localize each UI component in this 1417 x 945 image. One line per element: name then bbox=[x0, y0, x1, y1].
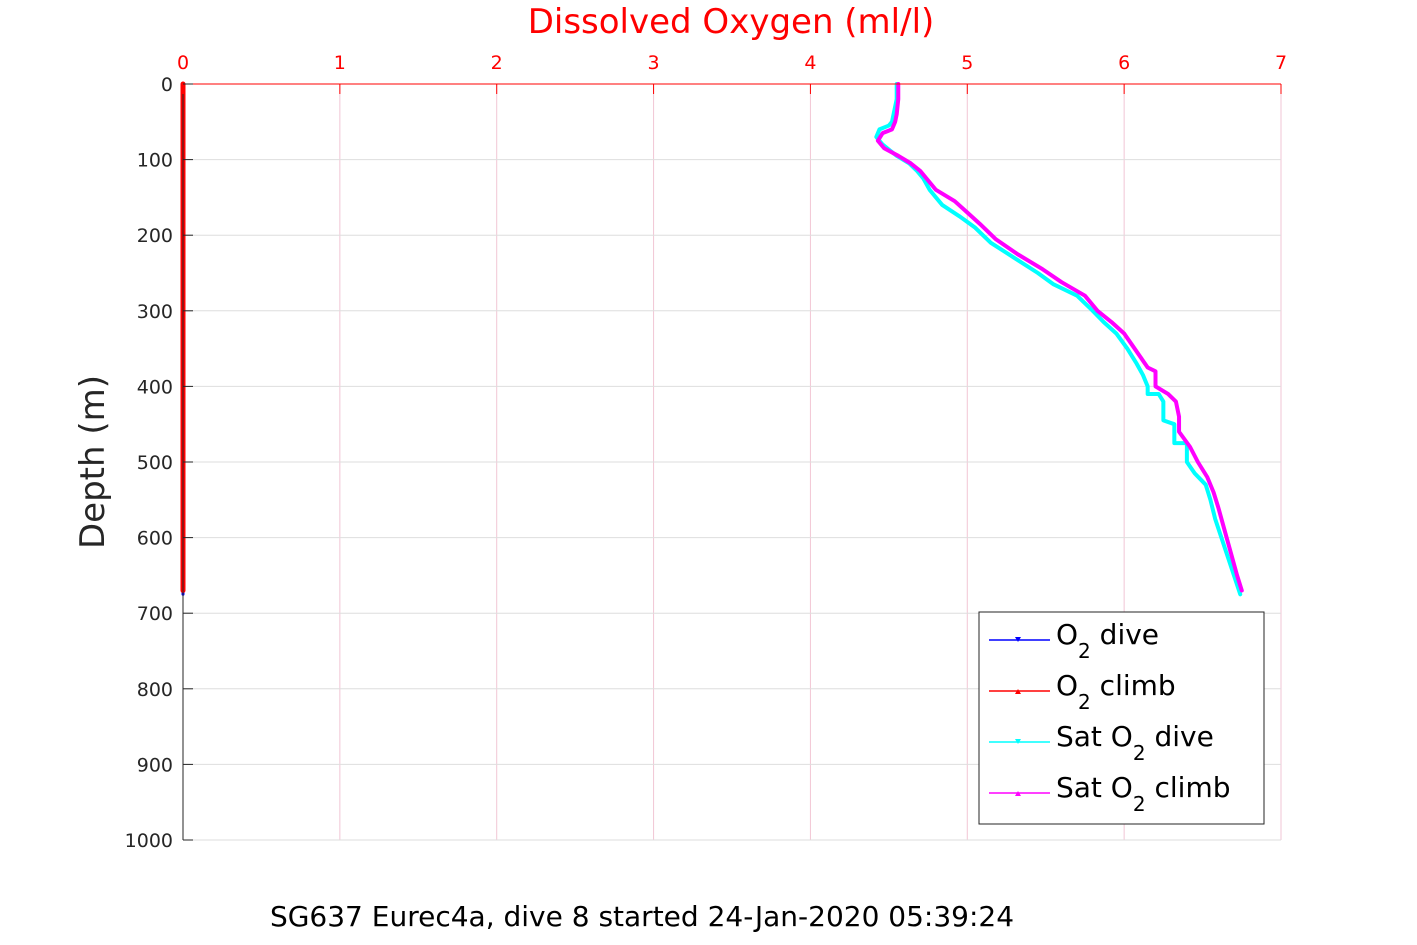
x-tick-label: 6 bbox=[1118, 52, 1130, 74]
y-tick-label: 300 bbox=[137, 301, 173, 323]
y-tick-label: 800 bbox=[137, 679, 173, 701]
legend-sat-o2-dive-label: Sat O2 dive bbox=[1056, 720, 1214, 765]
legend-o2-dive-label: O2 dive bbox=[1056, 618, 1159, 663]
y-axis-ticks: 0 100 200 300 400 500 600 700 800 900 1000 bbox=[125, 74, 193, 852]
legend-o2-climb-marker bbox=[1015, 689, 1021, 694]
chart-caption: SG637 Eurec4a, dive 8 started 24-Jan-202… bbox=[270, 900, 1014, 933]
series-line-sat-o2-climb bbox=[875, 82, 1244, 593]
x-axis-ticks: 0 1 2 3 4 5 6 7 bbox=[177, 52, 1287, 94]
legend-sat-o2-climb-marker bbox=[1015, 791, 1021, 796]
y-tick-label: 600 bbox=[137, 528, 173, 550]
x-tick-label: 5 bbox=[961, 52, 973, 74]
legend-o2-dive-marker bbox=[1015, 637, 1021, 642]
legend-o2-climb-label: O2 climb bbox=[1056, 669, 1176, 714]
x-tick-label: 0 bbox=[177, 52, 189, 74]
x-tick-label: 2 bbox=[491, 52, 503, 74]
legend: O2 dive O2 climb Sat O2 dive Sat O2 climb bbox=[978, 611, 1265, 825]
y-tick-label: 100 bbox=[137, 150, 173, 172]
y-tick-label: 400 bbox=[137, 376, 173, 398]
y-tick-label: 500 bbox=[137, 452, 173, 474]
y-axis-label: Depth (m) bbox=[73, 375, 113, 549]
y-tick-label: 1000 bbox=[125, 830, 173, 852]
x-tick-label: 4 bbox=[804, 52, 816, 74]
legend-box bbox=[978, 611, 1265, 825]
x-tick-label: 7 bbox=[1275, 52, 1287, 74]
chart-title: Dissolved Oxygen (ml/l) bbox=[528, 2, 935, 42]
y-tick-label: 0 bbox=[161, 74, 173, 96]
legend-sat-o2-climb-label: Sat O2 climb bbox=[1056, 771, 1231, 816]
y-tick-label: 900 bbox=[137, 754, 173, 776]
x-tick-label: 3 bbox=[648, 52, 660, 74]
y-tick-label: 700 bbox=[137, 603, 173, 625]
legend-sat-o2-dive-marker bbox=[1015, 739, 1021, 744]
x-tick-label: 1 bbox=[334, 52, 346, 74]
y-tick-label: 200 bbox=[137, 225, 173, 247]
